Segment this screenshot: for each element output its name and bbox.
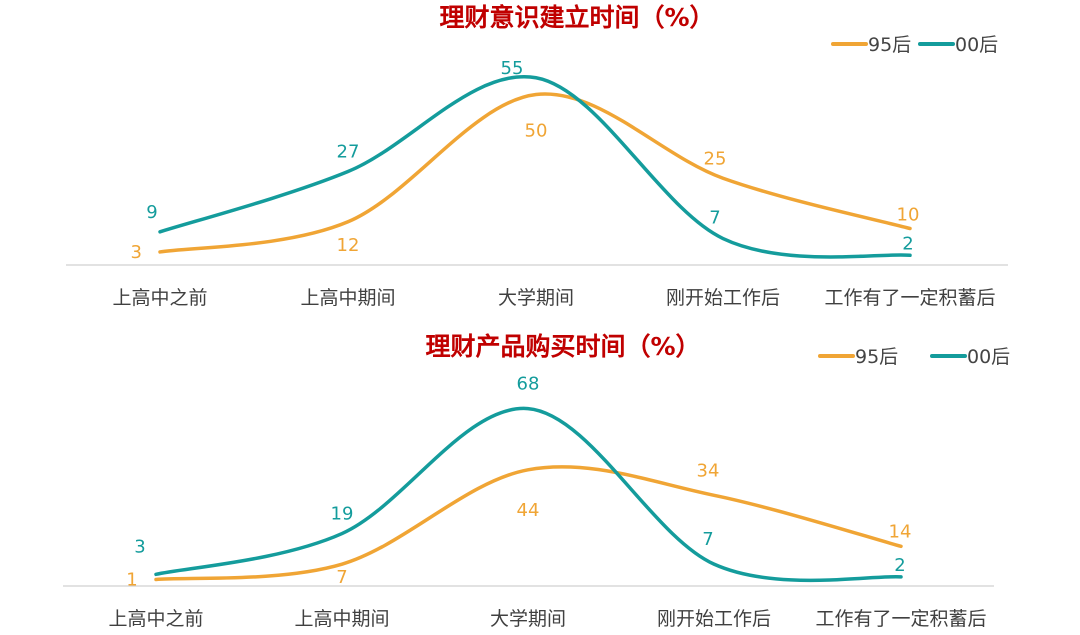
chart-1-data-label: 2 (902, 233, 913, 254)
chart-2-series-line-95 (154, 465, 903, 582)
chart-2-title: 理财产品购买时间（%） (425, 332, 700, 361)
chart-1-data-label: 50 (525, 121, 548, 142)
chart-1-legend: 95后 00后 (831, 34, 998, 56)
chart-2-data-label: 3 (134, 536, 145, 557)
chart-1-x-tick: 大学期间 (498, 287, 574, 309)
chart-1-data-label: 25 (704, 148, 727, 169)
chart-1-series-line-00 (158, 74, 912, 259)
chart-1-legend-label-00: 00后 (955, 34, 998, 56)
chart-1-data-label: 12 (337, 235, 360, 256)
chart-1-series-line-95 (158, 92, 912, 254)
chart-1-x-tick: 上高中期间 (300, 287, 395, 309)
chart-1-x-tick: 刚开始工作后 (666, 287, 780, 309)
chart-2-data-label: 1 (126, 569, 137, 590)
chart-1-x-tick: 工作有了一定积蓄后 (824, 287, 995, 309)
chart-2-x-tick: 刚开始工作后 (657, 608, 771, 630)
chart-1-data-label: 55 (501, 58, 524, 79)
chart-2-data-label: 19 (331, 504, 354, 525)
chart-2-data-label: 68 (517, 374, 540, 395)
chart-2-series-line-00 (154, 406, 903, 583)
chart-1-data-label: 3 (131, 242, 142, 263)
chart-2-legend-label-95: 95后 (855, 346, 898, 368)
chart-2-data-label: 34 (697, 460, 720, 481)
chart-1-data-label: 7 (709, 208, 720, 229)
chart-1-data-label: 10 (897, 205, 920, 226)
chart-2-data-label: 7 (702, 529, 713, 550)
chart-2-legend-label-00: 00后 (967, 346, 1010, 368)
chart-2-data-label: 44 (517, 500, 540, 521)
chart-1-data-label: 27 (337, 142, 360, 163)
chart-1-title: 理财意识建立时间（%） (439, 3, 714, 32)
chart-2-data-label: 2 (894, 555, 905, 576)
chart-2-x-tick: 上高中期间 (294, 608, 389, 630)
chart-2-data-label: 7 (336, 567, 347, 588)
chart-2: 理财产品购买时间（%） 95后 00后 上高中之前 上高中期间 大学期间 刚开始… (63, 332, 1010, 630)
chart-2-x-tick: 工作有了一定积蓄后 (815, 608, 986, 630)
chart-2-x-tick: 上高中之前 (108, 608, 203, 630)
chart-2-x-tick: 大学期间 (490, 608, 566, 630)
chart-2-legend: 95后 00后 (818, 346, 1010, 368)
chart-1-x-tick: 上高中之前 (112, 287, 207, 309)
chart-1-data-label: 9 (146, 202, 157, 223)
chart-2-data-label: 14 (889, 521, 912, 542)
chart-1-legend-label-95: 95后 (868, 34, 911, 56)
chart-1: 理财意识建立时间（%） 95后 00后 上高中之前 上高中期间 大学期间 刚开始… (66, 3, 1008, 309)
